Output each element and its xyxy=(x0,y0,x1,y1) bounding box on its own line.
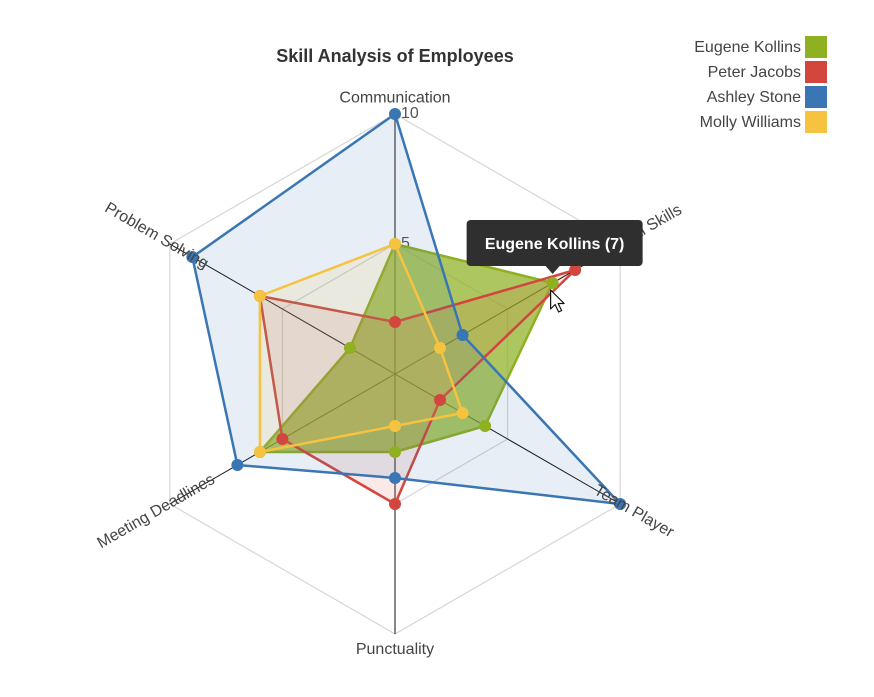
chart-title: Skill Analysis of Employees xyxy=(276,46,513,66)
data-point-ashley-stone xyxy=(389,472,401,484)
cursor-arrow xyxy=(550,289,565,313)
legend-swatch-molly-williams xyxy=(805,111,827,133)
legend-label-eugene-kollins: Eugene Kollins xyxy=(694,39,801,56)
data-point-molly-williams xyxy=(253,290,266,302)
data-point-ashley-stone xyxy=(389,108,401,120)
axis-label-punctuality: Punctuality xyxy=(356,641,434,658)
data-point-eugene-kollins xyxy=(479,420,492,432)
data-point-eugene-kollins xyxy=(389,446,401,458)
data-point-molly-williams xyxy=(389,238,401,250)
data-point-eugene-kollins xyxy=(343,342,356,354)
tooltip: Eugene Kollins (7) xyxy=(466,220,643,274)
axis-label-problem-solving: Problem Solving xyxy=(102,199,211,272)
data-point-ashley-stone xyxy=(186,251,199,263)
data-point-molly-williams xyxy=(389,420,401,432)
tick-label: 10 xyxy=(401,105,419,122)
data-point-ashley-stone xyxy=(614,498,627,510)
data-point-ashley-stone xyxy=(456,329,469,341)
legend-label-molly-williams: Molly Williams xyxy=(700,114,801,131)
legend-swatch-eugene-kollins xyxy=(805,36,827,58)
tooltip-text: Eugene Kollins (7) xyxy=(485,236,625,253)
axis-label-team-player: Team Player xyxy=(591,482,677,542)
legend-label-peter-jacobs: Peter Jacobs xyxy=(708,64,801,81)
data-point-peter-jacobs xyxy=(389,498,401,510)
tooltip-box xyxy=(466,220,643,266)
mouse-cursor-icon xyxy=(550,289,565,313)
tooltip-arrow xyxy=(545,266,560,274)
data-point-molly-williams xyxy=(434,342,447,354)
data-point-eugene-kollins xyxy=(546,277,559,289)
data-point-peter-jacobs xyxy=(276,433,289,445)
legend-swatch-ashley-stone xyxy=(805,86,827,108)
tick-label: 5 xyxy=(401,235,410,252)
data-point-molly-williams xyxy=(253,446,266,458)
legend-swatch-peter-jacobs xyxy=(805,61,827,83)
axis-label-meeting-deadlines: Meeting Deadlines xyxy=(95,471,218,552)
legend: Eugene Kollins Peter Jacobs Ashley Stone Mo… xyxy=(694,36,827,133)
axis-label-communication: Communication xyxy=(339,90,450,107)
data-point-ashley-stone xyxy=(231,459,244,471)
data-point-peter-jacobs xyxy=(434,394,447,406)
data-point-peter-jacobs xyxy=(569,264,582,276)
legend-label-ashley-stone: Ashley Stone xyxy=(707,89,801,106)
data-point-peter-jacobs xyxy=(389,316,401,328)
series-layer xyxy=(186,108,627,510)
data-point-molly-williams xyxy=(456,407,469,419)
